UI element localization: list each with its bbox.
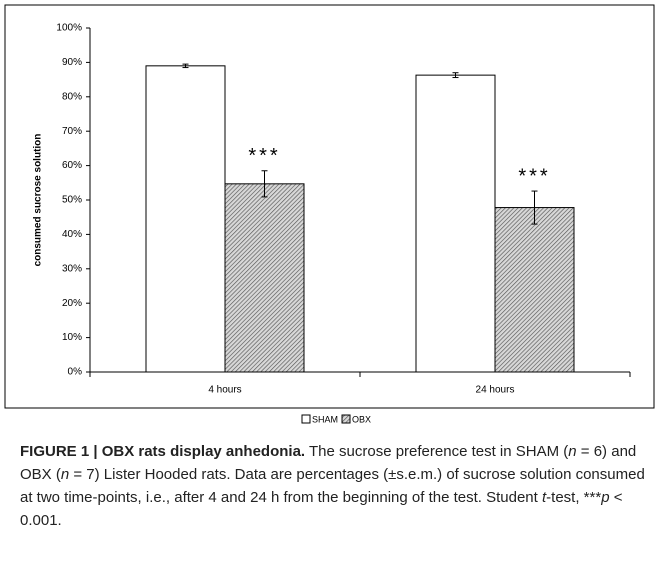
legend-swatch xyxy=(301,414,311,424)
x-tick-label: 24 hours xyxy=(476,385,515,396)
caption-segment: n xyxy=(568,443,577,460)
y-tick-label: 100% xyxy=(56,23,82,34)
y-tick-label: 60% xyxy=(62,160,82,171)
y-axis-label: consumed sucrose solution xyxy=(33,134,44,267)
chart-border xyxy=(4,4,655,409)
y-tick-label: 90% xyxy=(62,57,82,68)
bar xyxy=(224,183,305,373)
y-tick-label: 80% xyxy=(62,91,82,102)
caption-segment: < 0.001. xyxy=(20,489,623,529)
error-bar xyxy=(452,72,459,79)
caption-segment: = 7) Lister Hooded rats. Data are percen… xyxy=(20,466,645,506)
y-tick-label: 50% xyxy=(62,195,82,206)
bar xyxy=(145,65,226,373)
caption-segment: p xyxy=(601,489,610,506)
caption-segment: FIGURE 1 | OBX rats display anhedonia. xyxy=(20,443,306,460)
x-tick-label: 4 hours xyxy=(208,385,241,396)
figure-caption: FIGURE 1 | OBX rats display anhedonia. T… xyxy=(20,440,645,532)
legend-label: SHAM xyxy=(312,414,338,424)
caption-segment: The sucrose preference test in SHAM ( xyxy=(305,443,569,460)
y-tick-label: 20% xyxy=(62,298,82,309)
significance-label: *** xyxy=(248,145,280,167)
caption-segment: t xyxy=(541,489,547,506)
y-tick-label: 70% xyxy=(62,126,82,137)
caption-segment: n xyxy=(60,466,70,483)
bar xyxy=(415,74,496,373)
error-bar xyxy=(531,190,538,225)
legend-label: OBX xyxy=(352,414,371,424)
significance-label: *** xyxy=(518,165,550,187)
legend-swatch xyxy=(341,414,351,424)
error-bar xyxy=(261,170,268,198)
y-tick-label: 10% xyxy=(62,332,82,343)
y-tick-label: 0% xyxy=(68,367,83,378)
y-tick-label: 30% xyxy=(62,263,82,274)
bar xyxy=(494,207,575,373)
y-tick-label: 40% xyxy=(62,229,82,240)
caption-segment: = 6) and OBX ( xyxy=(20,443,637,483)
error-bar xyxy=(182,63,189,69)
caption-segment: -test, *** xyxy=(546,489,602,506)
